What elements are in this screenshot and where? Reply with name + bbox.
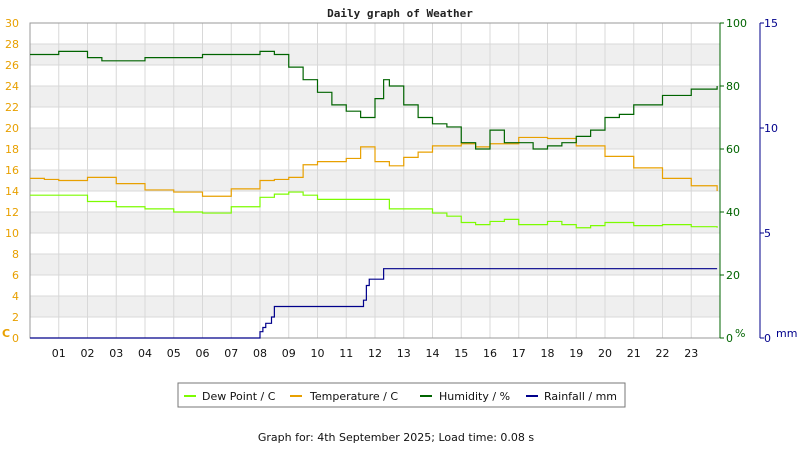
series-line-rainfall	[30, 268, 718, 339]
left-axis-tick: 12	[5, 206, 19, 219]
x-tick-label: 18	[541, 347, 555, 360]
x-tick-label: 06	[196, 347, 210, 360]
legend-label: Temperature / C	[309, 390, 398, 403]
right2-axis-tick: 5	[764, 227, 771, 240]
chart-title: Daily graph of Weather	[327, 7, 473, 20]
x-tick-label: 12	[368, 347, 382, 360]
right1-axis-tick: 60	[726, 143, 740, 156]
right1-axis-tick: 80	[726, 80, 740, 93]
x-tick-label: 02	[81, 347, 95, 360]
x-tick-label: 08	[253, 347, 267, 360]
left-axis-tick: 26	[5, 59, 19, 72]
left-axis-tick: 8	[12, 248, 19, 261]
left-axis-tick: 18	[5, 143, 19, 156]
x-tick-label: 11	[339, 347, 353, 360]
x-tick-label: 14	[426, 347, 440, 360]
legend-label: Dew Point / C	[202, 390, 276, 403]
right1-axis-tick: 0	[726, 332, 733, 345]
series-line-humidity	[30, 50, 718, 150]
right1-axis-tick: 100	[726, 17, 747, 30]
x-tick-label: 21	[627, 347, 641, 360]
legend-label: Humidity / %	[439, 390, 510, 403]
x-tick-label: 13	[397, 347, 411, 360]
right1-axis-unit: %	[735, 327, 745, 340]
left-axis-tick: 6	[12, 269, 19, 282]
left-axis-tick: 0	[12, 332, 19, 345]
x-tick-label: 07	[224, 347, 238, 360]
x-tick-label: 09	[282, 347, 296, 360]
left-axis-tick: 22	[5, 101, 19, 114]
x-tick-label: 10	[311, 347, 325, 360]
left-axis-tick: 10	[5, 227, 19, 240]
x-tick-label: 20	[598, 347, 612, 360]
x-tick-label: 23	[684, 347, 698, 360]
x-tick-label: 15	[454, 347, 468, 360]
right1-axis-tick: 20	[726, 269, 740, 282]
series-line-temperature	[30, 136, 718, 197]
right2-axis-unit: mm	[776, 327, 797, 340]
right1-axis-tick: 40	[726, 206, 740, 219]
left-axis-tick: 4	[12, 290, 19, 303]
x-tick-label: 03	[109, 347, 123, 360]
left-axis-tick: 30	[5, 17, 19, 30]
left-axis-tick: 20	[5, 122, 19, 135]
right2-axis-tick: 0	[764, 332, 771, 345]
right2-axis-tick: 15	[764, 17, 778, 30]
x-tick-label: 17	[512, 347, 526, 360]
x-tick-label: 19	[569, 347, 583, 360]
x-tick-label: 05	[167, 347, 181, 360]
left-axis-tick: 2	[12, 311, 19, 324]
left-axis-unit: C	[2, 327, 10, 340]
legend-box	[177, 382, 626, 408]
left-axis-tick: 28	[5, 38, 19, 51]
x-tick-label: 16	[483, 347, 497, 360]
legend-label: Rainfall / mm	[544, 390, 617, 403]
left-axis-tick: 14	[5, 185, 19, 198]
chart-footer: Graph for: 4th September 2025; Load time…	[258, 431, 535, 444]
series-line-dew	[30, 191, 718, 229]
x-tick-label: 01	[52, 347, 66, 360]
right2-axis-tick: 10	[764, 122, 778, 135]
left-axis-tick: 24	[5, 80, 19, 93]
x-tick-label: 04	[138, 347, 152, 360]
left-axis-tick: 16	[5, 164, 19, 177]
x-tick-label: 22	[656, 347, 670, 360]
